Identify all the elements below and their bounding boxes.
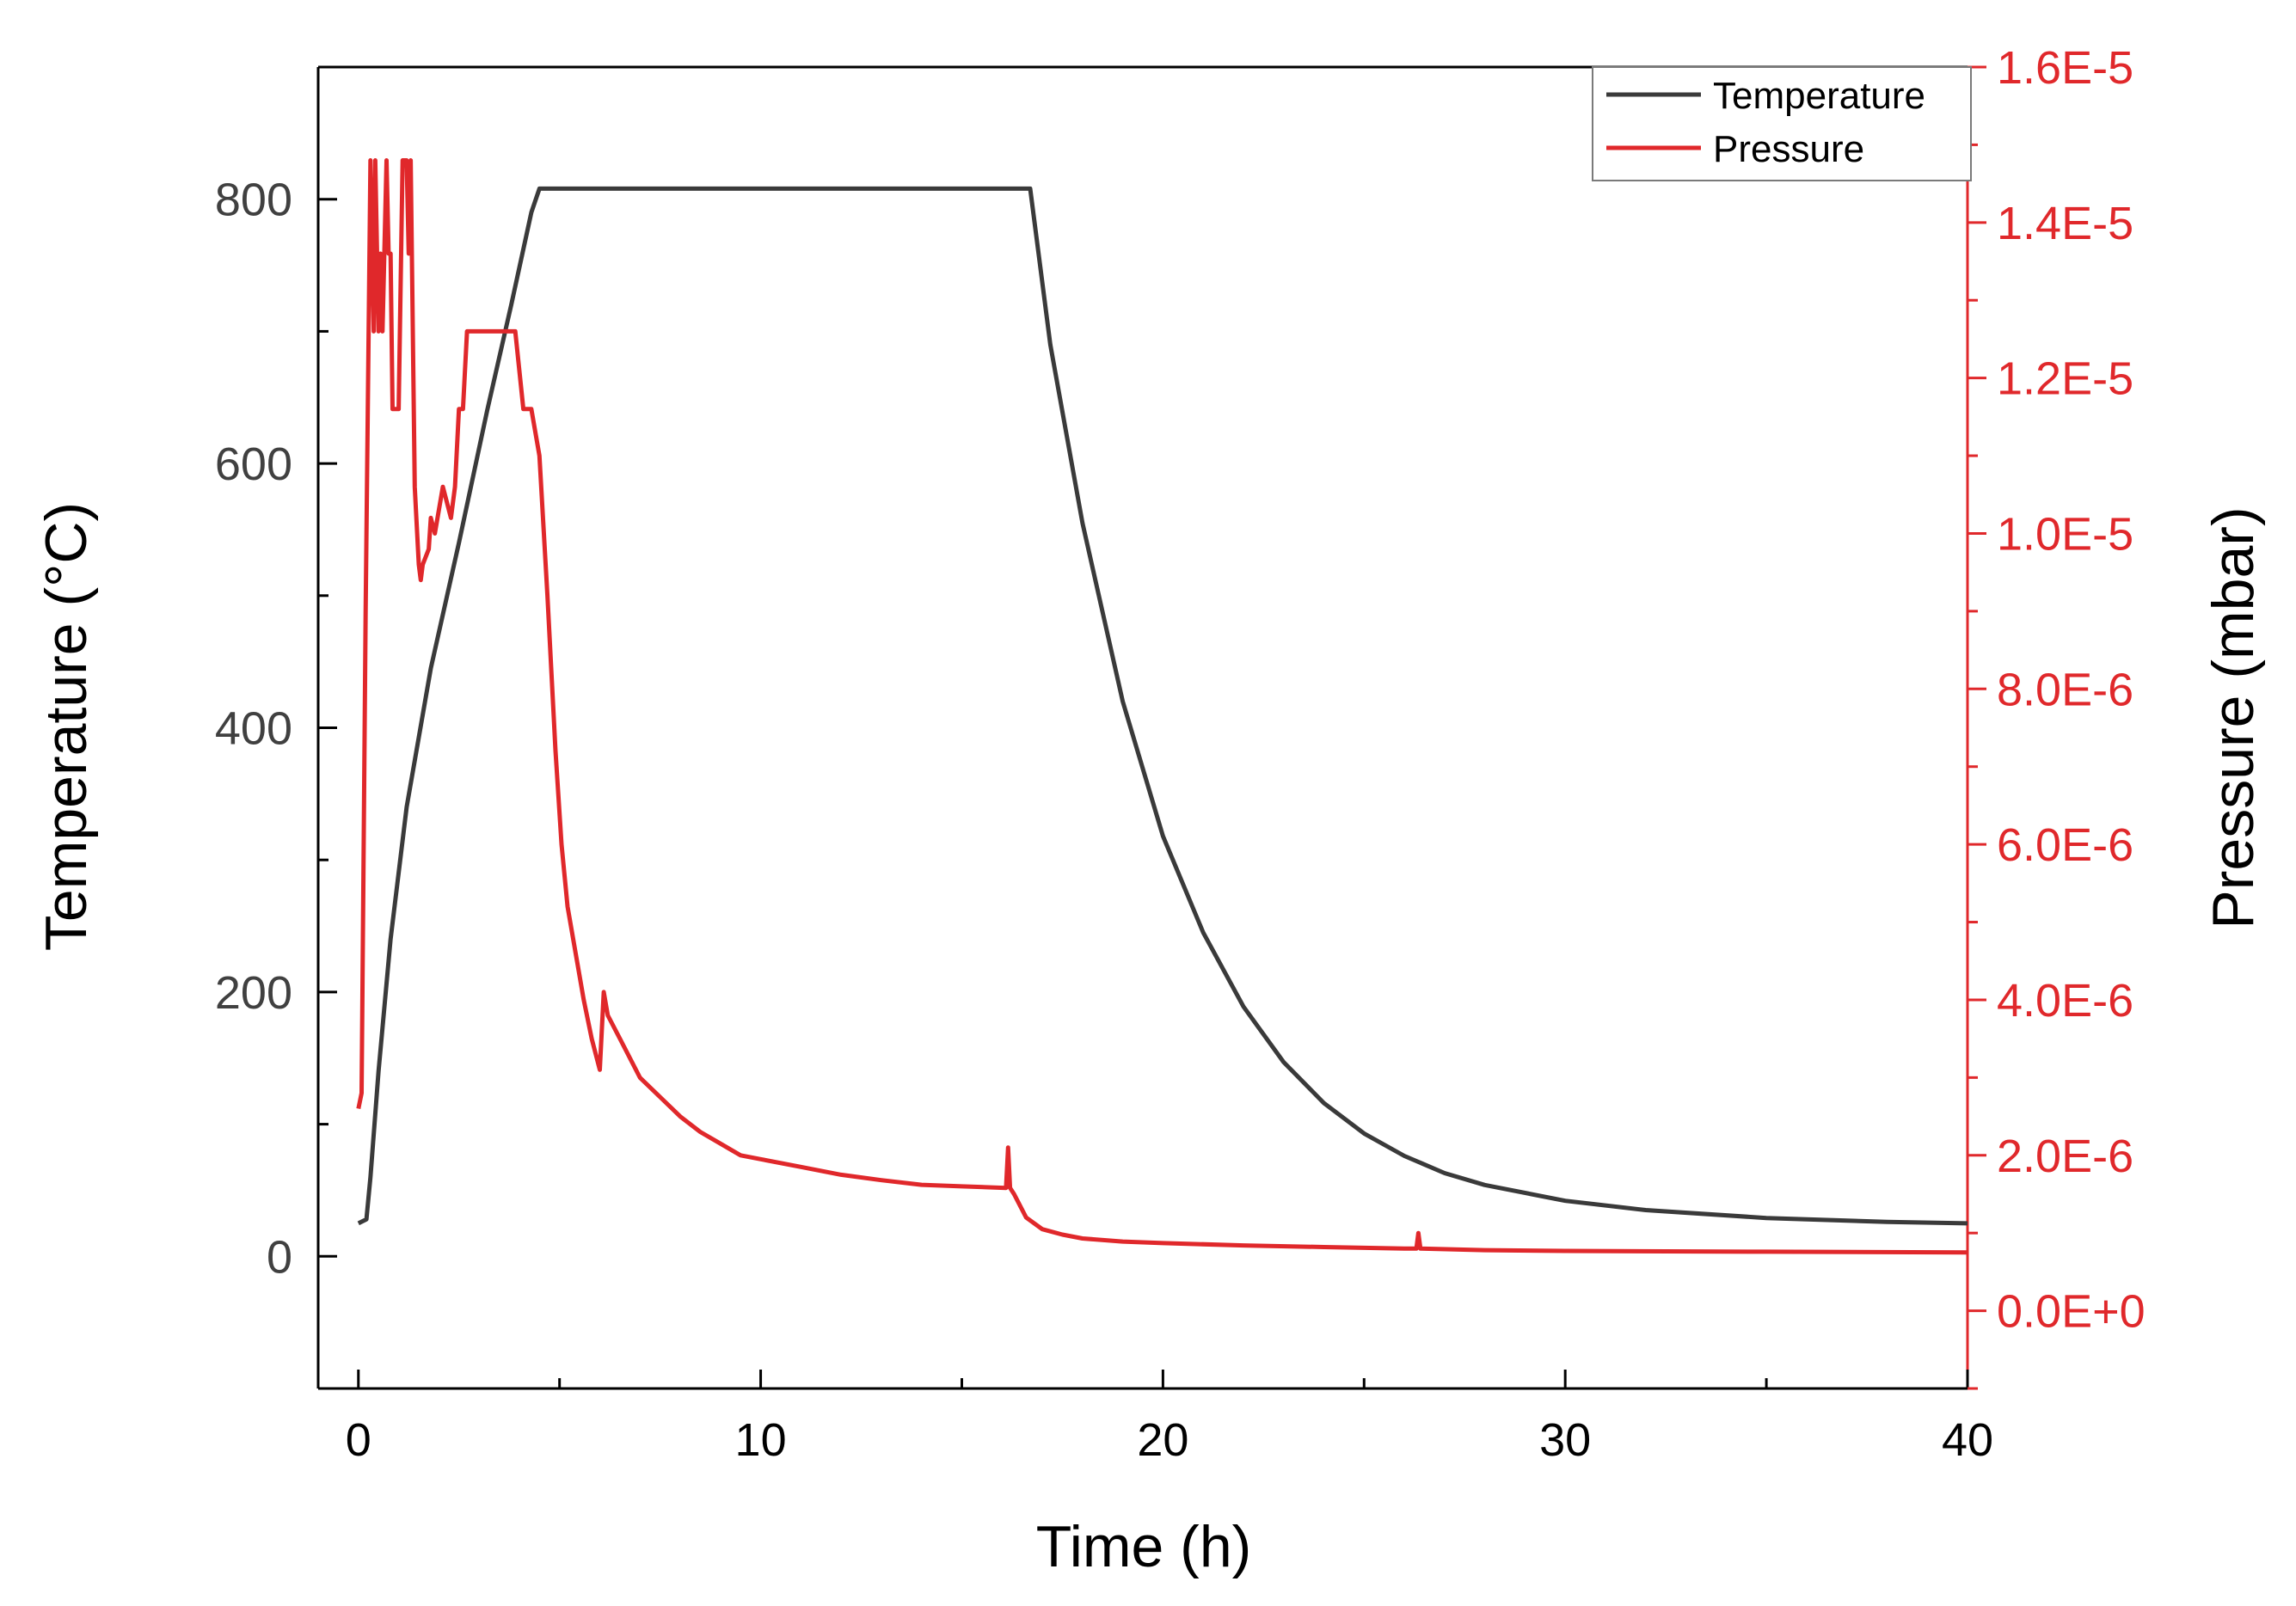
x-tick-label: 20 <box>1137 1414 1188 1466</box>
y-tick-label-right: 1.2E-5 <box>1997 353 2133 405</box>
y-axis-title-right: Pressure (mbar) <box>2201 506 2266 929</box>
y-tick-label-right: 6.0E-6 <box>1997 819 2133 871</box>
y-tick-label-right: 2.0E-6 <box>1997 1131 2133 1182</box>
y-tick-label-left: 0 <box>267 1231 292 1283</box>
y-tick-label-right: 1.6E-5 <box>1997 42 2133 94</box>
axes-layer <box>316 65 1986 1390</box>
y-tick-label-left: 200 <box>215 967 292 1019</box>
legend: Temperature Pressure <box>1592 66 1972 181</box>
legend-box <box>1592 66 1972 181</box>
y-axis-title-left: Temperature (°C) <box>34 502 99 951</box>
labels-layer: 0 10 20 30 4002004006008000.0E+02.0E-64.0E-6… <box>215 42 2146 1466</box>
y-tick-label-right: 8.0E-6 <box>1997 664 2133 715</box>
x-tick-label: 40 <box>1942 1414 1993 1466</box>
y-tick-label-left: 400 <box>215 703 292 755</box>
x-tick-label: 0 <box>346 1414 371 1466</box>
y-tick-label-right: 1.4E-5 <box>1997 198 2133 249</box>
x-tick-label: 10 <box>735 1414 787 1466</box>
y-tick-label-right: 0.0E+0 <box>1997 1286 2146 1338</box>
y-tick-label-left: 600 <box>215 438 292 490</box>
series-layer <box>356 158 1968 1255</box>
y-tick-label-right: 1.0E-5 <box>1997 508 2133 560</box>
y-tick-label-left: 800 <box>215 175 292 226</box>
x-tick-label: 30 <box>1539 1414 1591 1466</box>
legend-label-pressure: Pressure <box>1713 128 1864 170</box>
x-axis-title: Time (h) <box>1036 1514 1252 1579</box>
series-line-pressure <box>356 158 1968 1255</box>
legend-label-temperature: Temperature <box>1713 75 1925 117</box>
series-line-temperature <box>357 186 1968 1226</box>
y-tick-label-right: 4.0E-6 <box>1997 975 2133 1027</box>
